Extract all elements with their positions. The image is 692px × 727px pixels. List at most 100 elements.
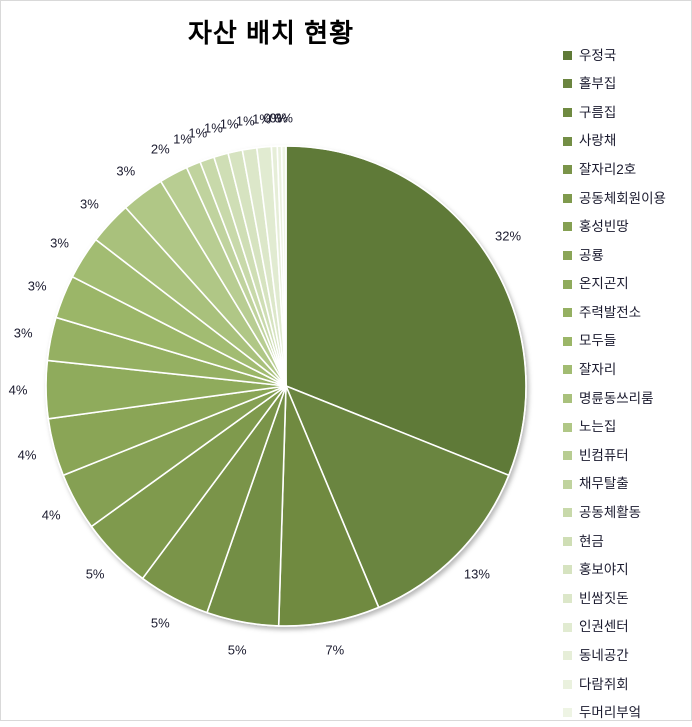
pie-slice-percent-label: 4%: [8, 382, 28, 398]
pie-slice-percent-label: 2%: [150, 141, 170, 157]
legend-swatch-icon: [563, 708, 572, 718]
pie-slice-percent-label: 3%: [50, 235, 69, 251]
pie-slice-percent-label: 1%: [235, 113, 255, 129]
legend-item[interactable]: 잘자리: [557, 356, 692, 385]
legend-item-label: 홍보야지: [579, 562, 629, 578]
pie-slice-percent-label: 1%: [188, 125, 208, 141]
legend-swatch-icon: [563, 79, 572, 89]
legend-item-label: 빈컴퓨터: [579, 447, 629, 463]
legend-item[interactable]: 다람쥐회: [557, 670, 692, 699]
legend-swatch-icon: [563, 651, 572, 661]
legend-swatch-icon: [563, 679, 572, 689]
legend-item[interactable]: 홍성빈땅: [557, 213, 692, 242]
legend-swatch-icon: [563, 508, 572, 518]
legend-item-label: 공동체회원이용: [579, 190, 666, 206]
legend-item-label: 잘자리2호: [579, 161, 637, 177]
legend-swatch-icon: [563, 222, 572, 232]
legend-item[interactable]: 홀부집: [557, 70, 692, 99]
legend-item[interactable]: 홍보야지: [557, 556, 692, 585]
legend-item-label: 동네공간: [579, 648, 629, 664]
legend-swatch-icon: [563, 308, 572, 318]
pie-slice-percent-label: 32%: [494, 228, 522, 244]
legend-item-label: 빈쌈짓돈: [579, 590, 629, 606]
legend-item-label: 구름집: [579, 104, 617, 120]
chart-title: 자산 배치 현황: [188, 18, 354, 48]
legend-item[interactable]: 채무탈출: [557, 470, 692, 499]
legend-item-label: 모두들: [579, 333, 617, 349]
legend-item-label: 노는집: [579, 419, 617, 435]
legend-item[interactable]: 빈컴퓨터: [557, 441, 692, 470]
legend-item-label: 홀부집: [579, 76, 617, 92]
legend-item[interactable]: 현금: [557, 527, 692, 556]
legend-item-label: 두머리부엌: [579, 705, 642, 721]
legend-item-label: 명륜동쓰리룸: [579, 390, 654, 406]
pie-slice-percent-label: 1%: [252, 111, 271, 127]
pie-slice-percent-label: 5%: [227, 642, 247, 657]
legend-swatch-icon: [563, 136, 572, 146]
legend-item[interactable]: 사랑채: [557, 127, 692, 156]
legend-item-label: 잘자리: [579, 362, 617, 378]
legend-swatch-icon: [563, 107, 572, 117]
legend-swatch-icon: [563, 50, 572, 60]
legend-item[interactable]: 공룡: [557, 241, 692, 270]
legend-item-label: 채무탈출: [579, 476, 629, 492]
pie-slice-percent-label: 4%: [41, 507, 61, 523]
pie-slice-percent-label: 4%: [17, 447, 37, 463]
legend-item[interactable]: 빈쌈짓돈: [557, 584, 692, 613]
legend-swatch-icon: [563, 594, 572, 604]
pie-slice-percent-label: 1%: [219, 116, 239, 132]
legend-swatch-icon: [563, 365, 572, 375]
pie-slice-percent-label: 0%: [274, 110, 293, 126]
legend-item[interactable]: 모두들: [557, 327, 692, 356]
legend-item[interactable]: 명륜동쓰리룸: [557, 384, 692, 413]
legend-item[interactable]: 잘자리2호: [557, 155, 692, 184]
legend-swatch-icon: [563, 565, 572, 575]
pie-slice-percent-label: 7%: [325, 642, 345, 657]
legend-swatch-icon: [563, 336, 572, 346]
pie-slice-percent-label: 3%: [79, 196, 99, 212]
pie-slice-percent-label: 13%: [463, 566, 490, 582]
legend-item[interactable]: 주력발전소: [557, 298, 692, 327]
pie-slice-percent-label: 1%: [203, 120, 223, 136]
legend-item[interactable]: 공동체활동: [557, 499, 692, 528]
legend-item-label: 우정국: [579, 47, 617, 63]
legend-item[interactable]: 인권센터: [557, 613, 692, 642]
legend-item-label: 홍성빈땅: [579, 219, 629, 235]
pie-svg: [45, 145, 527, 627]
legend-swatch-icon: [563, 422, 572, 432]
pie-slice-percent-label: 3%: [116, 163, 136, 179]
legend-item[interactable]: 온지곤지: [557, 270, 692, 299]
pie-slice-percent-label: 3%: [13, 325, 33, 341]
legend-item[interactable]: 동네공간: [557, 641, 692, 670]
legend-item[interactable]: 공동체회원이용: [557, 184, 692, 213]
legend-item-label: 온지곤지: [579, 276, 629, 292]
pie-slices-group: [45, 145, 527, 627]
legend-item[interactable]: 구름집: [557, 98, 692, 127]
legend-swatch-icon: [563, 279, 572, 289]
legend-swatch-icon: [563, 622, 572, 632]
legend-item-label: 공룡: [579, 247, 604, 263]
legend-item-label: 인권센터: [579, 619, 629, 635]
legend-swatch-icon: [563, 250, 572, 260]
pie-slices-outline-group: [45, 145, 527, 627]
legend-item-label: 주력발전소: [579, 304, 642, 320]
pie-slice-percent-label: 0%: [263, 110, 283, 126]
legend-swatch-icon: [563, 479, 572, 489]
pie-slice-percent-label: 3%: [27, 278, 47, 294]
legend-item[interactable]: 노는집: [557, 413, 692, 442]
legend-swatch-icon: [563, 536, 572, 546]
legend-item[interactable]: 우정국: [557, 41, 692, 70]
legend-item-label: 공동체활동: [579, 505, 642, 521]
pie-slice-percent-label: 5%: [85, 566, 105, 582]
pie-slice-percent-label: 1%: [173, 131, 192, 147]
legend-swatch-icon: [563, 165, 572, 175]
legend-item-label: 현금: [579, 533, 604, 549]
pie-plot-area: 32% 13% 7% 5% 5% 5% 4% 4% 4% 3% 3% 3% 3% 3% 2% 1% 1% 1% 1%…: [1, 41, 549, 711]
legend-swatch-icon: [563, 393, 572, 403]
legend-swatch-icon: [563, 451, 572, 461]
legend-item[interactable]: 두머리부엌: [557, 699, 692, 727]
pie-outer-rim: [45, 145, 527, 627]
legend-item-label: 사랑채: [579, 133, 617, 149]
